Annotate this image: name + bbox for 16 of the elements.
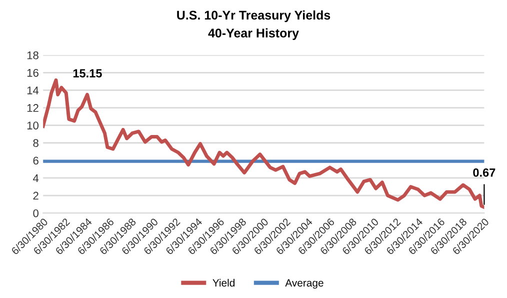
y-tick-label: 12 bbox=[27, 104, 38, 112]
y-tick-label: 18 bbox=[27, 51, 38, 60]
chart-subtitle: 40-Year History bbox=[208, 28, 299, 40]
y-tick-label: 16 bbox=[27, 68, 38, 77]
legend-label: Average bbox=[285, 279, 324, 289]
legend-label: Yield bbox=[212, 278, 234, 287]
y-tick-label: 0 bbox=[33, 209, 38, 218]
y-tick-label: 10 bbox=[27, 122, 38, 130]
y-tick-label: 2 bbox=[33, 192, 38, 200]
y-tick-label: 6 bbox=[33, 156, 38, 165]
y-tick-label: 14 bbox=[27, 86, 39, 94]
y-tick-label: 4 bbox=[33, 174, 39, 182]
y-tick-label: 8 bbox=[33, 139, 38, 148]
annotation: 0.67 bbox=[473, 168, 496, 177]
annotation: 15.15 bbox=[73, 69, 102, 78]
chart-title: U.S. 10-Yr Treasury Yields bbox=[177, 10, 330, 22]
